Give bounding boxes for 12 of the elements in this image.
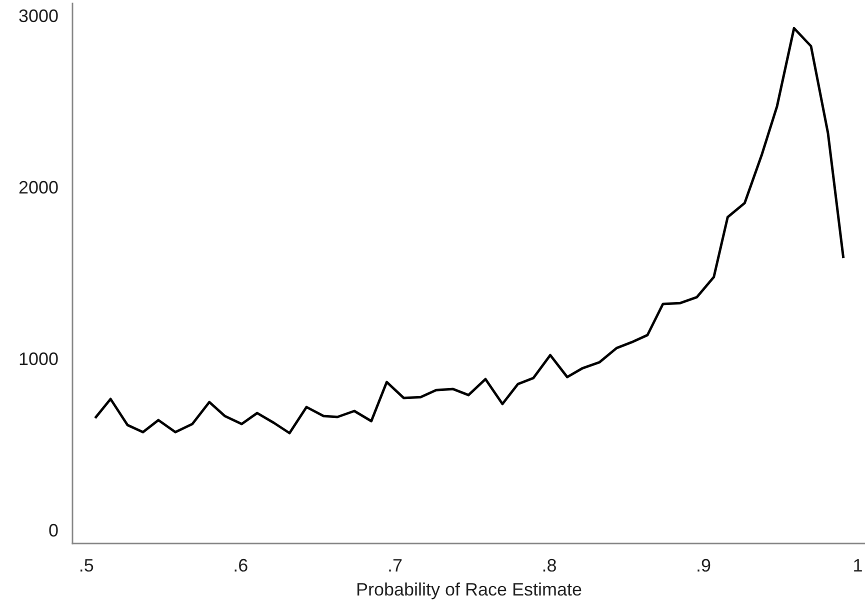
x-tick-label: .5	[78, 556, 94, 576]
x-tick-label: .6	[233, 556, 248, 576]
line-series	[94, 26, 845, 434]
x-tick-label: .7	[387, 556, 402, 576]
y-tick-label: 1000	[18, 349, 58, 370]
y-tick-label: 3000	[18, 6, 58, 26]
x-tick-label: .8	[542, 556, 557, 576]
x-axis-title: Probability of Race Estimate	[356, 580, 582, 600]
y-tick-label: 0	[48, 520, 58, 540]
x-tick-label: 1	[852, 556, 863, 576]
x-tick-label: .9	[696, 556, 712, 576]
y-tick-label: 2000	[18, 178, 58, 198]
